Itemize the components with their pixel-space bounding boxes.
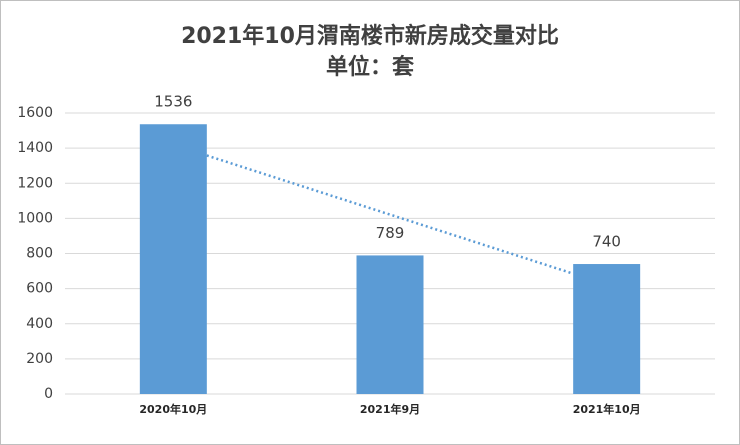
y-tick-label: 600 <box>26 281 53 297</box>
y-tick-label: 0 <box>44 386 53 402</box>
y-tick-label: 200 <box>26 351 53 367</box>
bar <box>573 264 641 394</box>
trendline <box>206 154 574 275</box>
data-label: 789 <box>376 224 405 242</box>
x-tick-label: 2020年10月 <box>139 402 207 416</box>
data-label: 740 <box>592 233 621 251</box>
bar <box>139 124 207 395</box>
data-label: 1536 <box>154 93 192 111</box>
x-tick-label: 2021年9月 <box>360 402 420 416</box>
bar <box>356 255 424 394</box>
chart-subtitle: 单位：套 <box>326 54 414 80</box>
y-tick-label: 1600 <box>17 105 53 121</box>
y-tick-label: 400 <box>26 316 53 332</box>
chart-title: 2021年10月渭南楼市新房成交量对比 <box>181 23 559 49</box>
y-tick-label: 800 <box>26 246 53 262</box>
x-tick-label: 2021年10月 <box>573 402 641 416</box>
y-tick-label: 1000 <box>17 210 53 226</box>
y-tick-label: 1200 <box>17 175 53 191</box>
y-tick-label: 1400 <box>17 140 53 156</box>
